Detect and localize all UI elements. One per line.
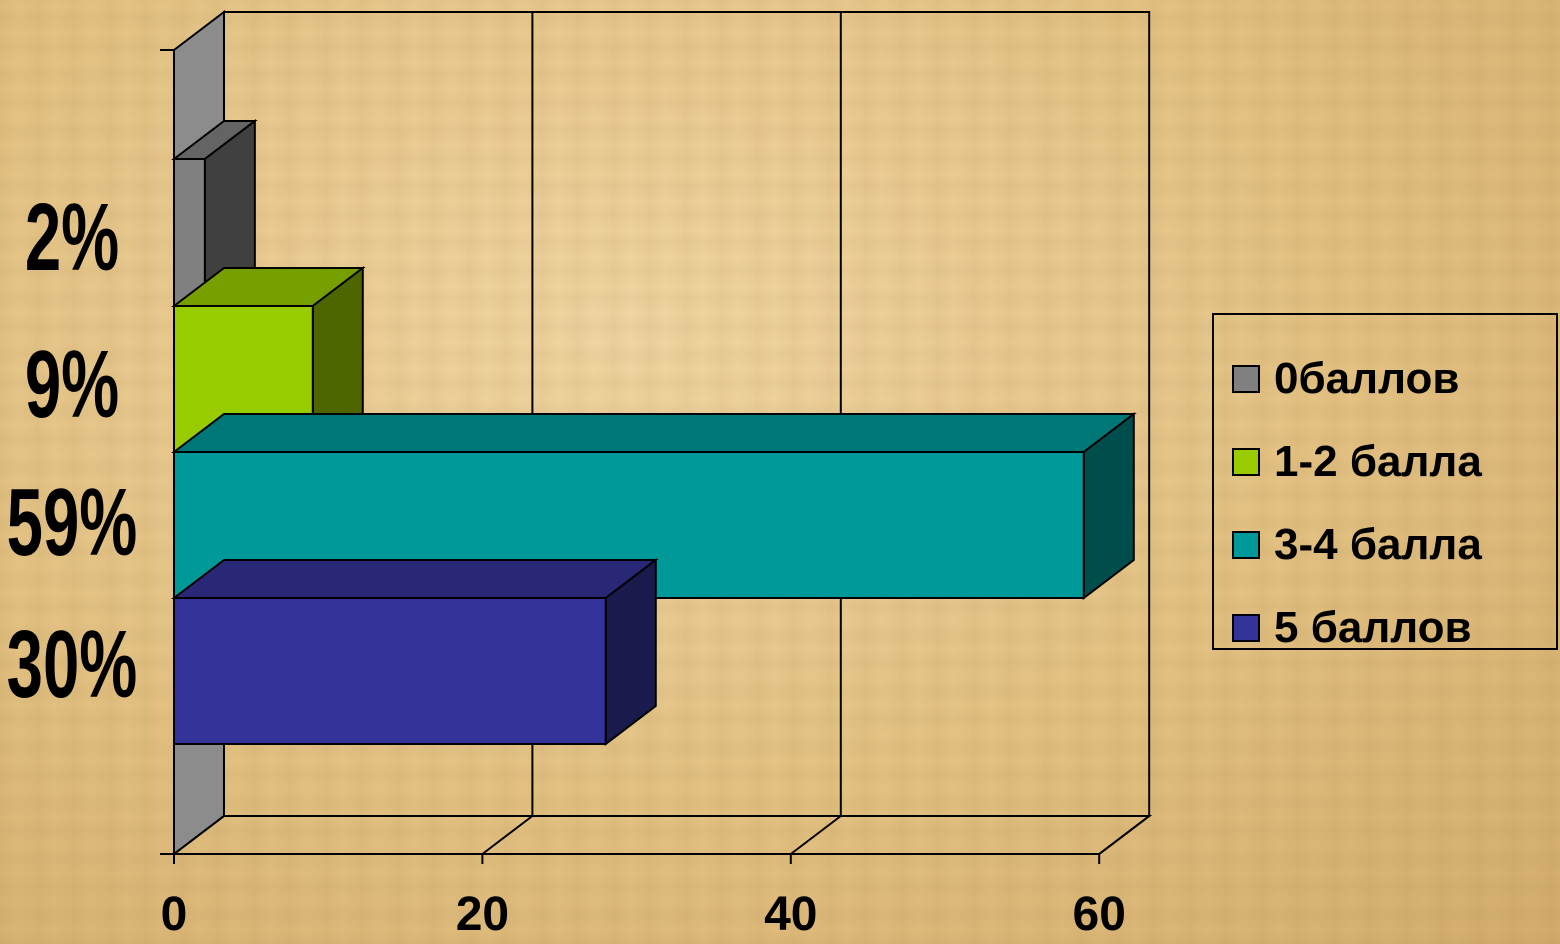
legend-swatch: [1232, 530, 1260, 559]
floor: [171, 815, 1153, 855]
bar-front-face: [173, 597, 607, 745]
legend-label: 3-4 балла: [1274, 519, 1482, 569]
chart-bars: [171, 118, 1137, 747]
legend-item: 0баллов: [1214, 337, 1556, 420]
bar-4: [171, 557, 659, 747]
x-tick-label: 40: [764, 888, 817, 941]
legend-swatch: [1232, 447, 1260, 476]
legend-swatch: [1232, 364, 1260, 393]
legend-swatch: [1232, 613, 1260, 642]
category-label-group: 30%: [7, 612, 138, 718]
legend-item: 1-2 балла: [1214, 420, 1556, 503]
category-label: 30%: [7, 612, 138, 718]
x-tick-label: 0: [161, 888, 188, 941]
floor-gridline: [481, 815, 534, 855]
category-label-group: 2%: [25, 185, 119, 291]
floor-gridline: [1098, 815, 1150, 855]
bar-front-face: [173, 158, 206, 306]
category-label: 9%: [25, 332, 119, 438]
legend-label: 5 баллов: [1274, 602, 1472, 652]
x-tick-labels: 0 20 40 60: [161, 888, 1126, 941]
category-label-group: 59%: [7, 470, 138, 576]
bar-1: [171, 118, 258, 308]
x-tick-label: 20: [456, 888, 509, 941]
bar-top-face: [171, 413, 1137, 453]
legend-item: 3-4 балла: [1214, 503, 1556, 586]
category-labels: 2% 9% 59% 30%: [7, 185, 138, 718]
bar-top-face: [171, 559, 659, 599]
chart-legend: 0баллов 1-2 балла 3-4 балла 5 баллов: [1212, 313, 1558, 652]
category-label-group: 9%: [25, 332, 119, 438]
floor-gridline: [790, 815, 842, 855]
legend-label: 1-2 балла: [1274, 436, 1482, 486]
category-label: 2%: [25, 185, 119, 291]
x-tick-label: 60: [1073, 888, 1126, 941]
legend-item: 5 баллов: [1214, 586, 1556, 669]
chart-axis: [160, 49, 1101, 864]
legend-label: 0баллов: [1274, 353, 1460, 403]
category-label: 59%: [7, 470, 138, 576]
